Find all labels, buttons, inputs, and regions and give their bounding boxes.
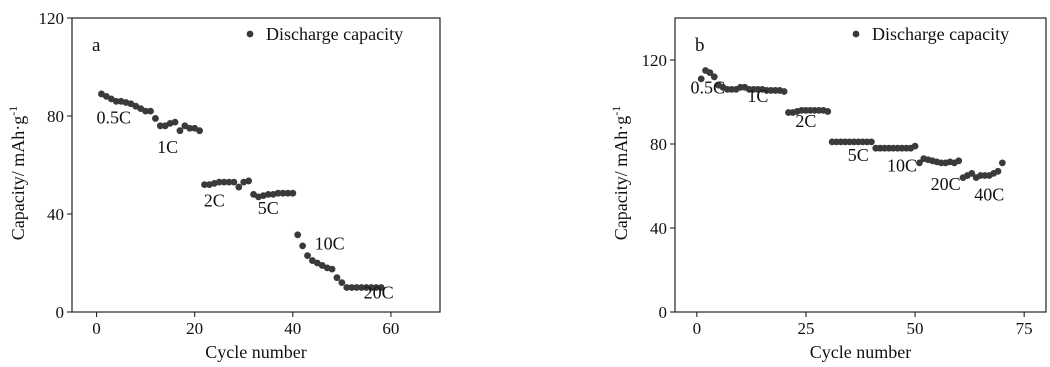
data-point (824, 108, 832, 115)
rate-annotation: 20C (364, 283, 394, 303)
x-tick-label: 75 (1016, 319, 1033, 338)
data-point (710, 73, 718, 81)
plot-frame (71, 17, 441, 313)
data-point (294, 231, 302, 239)
data-point (112, 97, 120, 105)
data-point (363, 284, 370, 291)
x-axis-label: Cycle number (205, 342, 306, 362)
data-point (196, 127, 203, 135)
data-point (353, 284, 360, 291)
y-tick-label: 120 (39, 9, 65, 28)
series-0 (697, 67, 1006, 182)
rate-annotation: 2C (795, 111, 816, 131)
y-tick-label: 80 (650, 135, 667, 154)
data-point (235, 183, 243, 191)
data-point (968, 170, 976, 177)
y-axis-label-text: Capacity/ mAh·g (8, 116, 28, 240)
data-point (955, 157, 963, 165)
data-point (367, 284, 375, 291)
rate-annotation: 0.5C (96, 107, 131, 127)
x-axis-label: Cycle number (810, 342, 911, 362)
rate-annotation: 0.5C (690, 78, 725, 98)
data-point (215, 178, 223, 186)
y-tick-label: 40 (650, 219, 667, 238)
data-point (348, 284, 356, 291)
y-tick-label: 0 (56, 303, 65, 322)
data-point (264, 191, 272, 198)
x-tick-label: 0 (693, 319, 702, 338)
y-axis-label: Capacity/ mAh·g-1 (609, 106, 631, 240)
data-point (994, 167, 1002, 175)
data-point (230, 178, 238, 186)
data-point (916, 159, 923, 167)
series-0 (98, 90, 385, 291)
rate-annotation: 2C (204, 191, 225, 211)
rate-annotation: 10C (315, 234, 345, 254)
data-point (152, 115, 159, 122)
data-point (142, 107, 150, 115)
x-tick-label: 40 (284, 319, 301, 338)
data-point (343, 284, 351, 291)
y-tick-label: 80 (47, 107, 64, 126)
data-point (706, 69, 714, 76)
x-tick-label: 50 (907, 319, 924, 338)
data-point (186, 124, 194, 132)
data-point (697, 75, 705, 83)
x-tick-label: 20 (186, 319, 203, 338)
data-point (377, 284, 385, 291)
data-point (156, 122, 164, 130)
data-point (333, 274, 341, 282)
rate-annotation: 10C (887, 155, 917, 175)
data-point (372, 284, 380, 291)
data-point (201, 181, 208, 189)
chart-panel-a: 0 20 40 60 0 40 80 120 Cycle number Capacity/ mAh… (6, 9, 441, 362)
x-tick-label: 0 (92, 319, 101, 338)
y-axis-label-text: Capacity/ mAh·g (611, 116, 631, 240)
data-point (289, 189, 297, 197)
data-point (911, 142, 919, 150)
data-point (868, 138, 875, 146)
y-tick-label: 120 (642, 51, 668, 70)
legend-label: Discharge capacity (872, 24, 1009, 44)
data-point (171, 118, 179, 126)
y-axis-label-superscript: -1 (609, 106, 623, 116)
chart-panel-b: 0 25 50 75 0 40 80 120 Cycle number Capacity/ mAh… (609, 17, 1047, 362)
rate-annotation: 1C (157, 137, 178, 157)
legend-marker (852, 30, 860, 38)
data-point (328, 265, 336, 273)
legend-label: Discharge capacity (266, 24, 403, 44)
data-point (338, 279, 346, 286)
data-point (304, 252, 311, 260)
rate-annotation: 40C (974, 185, 1004, 205)
legend-marker (246, 30, 254, 38)
y-tick-label: 40 (47, 205, 64, 224)
data-point (274, 189, 282, 197)
data-point (358, 284, 365, 291)
panel-label: a (92, 35, 101, 56)
data-point (225, 178, 233, 186)
plot-frame (674, 17, 1047, 313)
data-point (176, 127, 184, 135)
y-axis-label-superscript: -1 (6, 106, 20, 116)
y-axis-label: Capacity/ mAh·g-1 (6, 106, 28, 240)
data-point (279, 189, 287, 197)
y-tick-label: 0 (659, 303, 668, 322)
x-tick-label: 60 (382, 319, 399, 338)
rate-annotation: 1C (747, 86, 768, 106)
data-point (284, 189, 292, 197)
panel-label: b (695, 35, 705, 56)
data-point (998, 159, 1006, 167)
x-tick-label: 25 (797, 319, 814, 338)
rate-annotation: 5C (258, 198, 279, 218)
data-point (147, 107, 154, 115)
rate-annotation: 5C (848, 145, 869, 165)
data-point (780, 88, 788, 95)
data-point (220, 178, 228, 186)
data-point (299, 242, 307, 250)
data-point (245, 177, 253, 185)
rate-annotation: 20C (931, 174, 961, 194)
